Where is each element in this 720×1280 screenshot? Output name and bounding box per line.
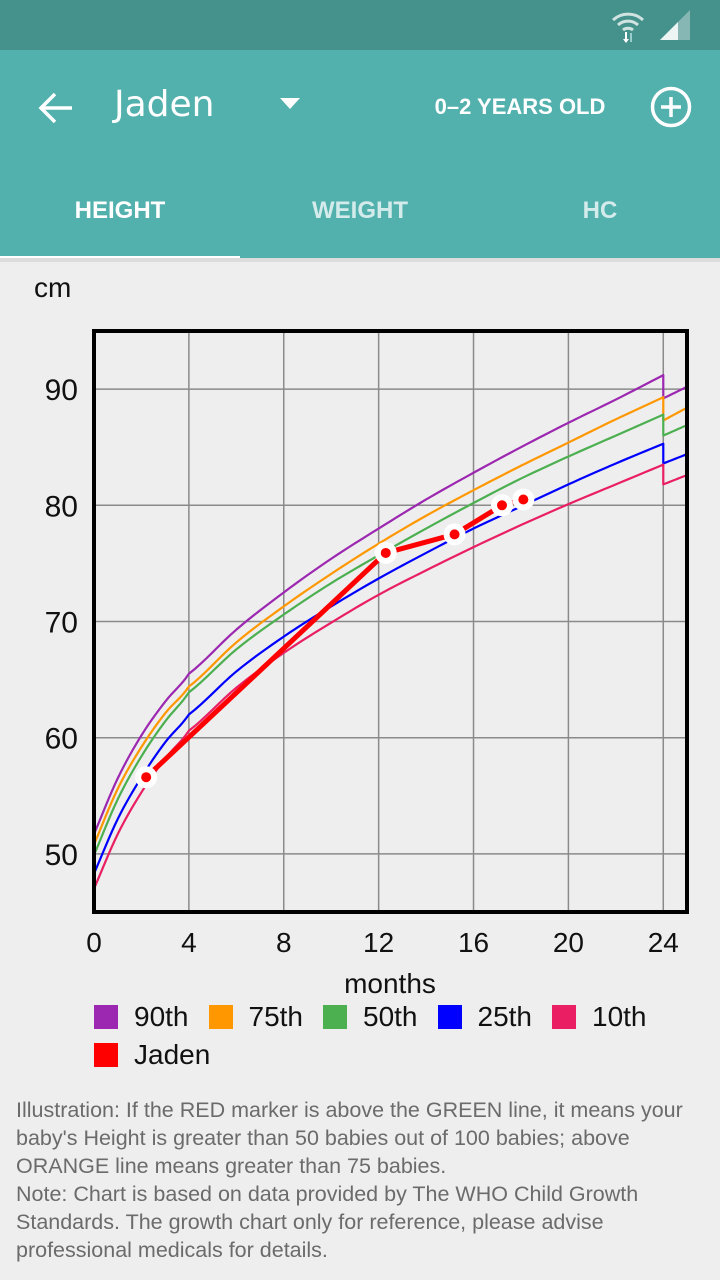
x-tick-label: 24 — [648, 927, 679, 958]
child-name-title[interactable]: Jaden — [114, 84, 215, 125]
legend-swatch — [437, 1005, 462, 1029]
data-point[interactable] — [518, 494, 529, 505]
y-tick-label: 70 — [45, 607, 78, 640]
legend-item: Jaden — [94, 1039, 211, 1070]
legend-label: 10th — [592, 1001, 647, 1032]
tab-weight[interactable]: WEIGHT — [312, 197, 408, 224]
x-tick-label: 12 — [363, 927, 394, 958]
x-tick-label: 8 — [276, 927, 292, 958]
legend-label: 75th — [248, 1001, 304, 1032]
arrow-left-icon[interactable] — [36, 88, 76, 128]
data-point[interactable] — [141, 772, 152, 783]
illustration-text: Illustration: If the RED marker is above… — [16, 1098, 683, 1178]
legend-swatch — [552, 1005, 576, 1029]
caret-down-icon[interactable] — [280, 98, 300, 109]
tab-hc[interactable]: HC — [582, 197, 618, 224]
legend-swatch — [94, 1043, 118, 1067]
legend-label: 50th — [363, 1001, 418, 1032]
y-tick-label: 90 — [45, 374, 78, 407]
add-circle-icon[interactable] — [650, 86, 692, 128]
data-point[interactable] — [496, 500, 507, 511]
y-tick-label: 50 — [45, 839, 78, 872]
data-point[interactable] — [380, 547, 391, 558]
legend-swatch — [208, 1005, 233, 1029]
series-line-jaden — [144, 497, 524, 780]
series-line-50th — [94, 413, 687, 856]
signal-icon — [660, 10, 690, 40]
data-point[interactable] — [449, 529, 460, 540]
chart-note: Illustration: If the RED marker is above… — [16, 1096, 716, 1264]
disclaimer-text: Note: Chart is based on data provided by… — [16, 1182, 639, 1262]
legend-label: 90th — [134, 1001, 189, 1032]
y-tick-label: 80 — [45, 490, 78, 523]
legend-label: Jaden — [134, 1039, 211, 1070]
legend-swatch — [323, 1005, 347, 1029]
legend-item: 75th — [208, 1001, 304, 1032]
series-line-90th — [94, 374, 687, 835]
growth-chart: 0 4 8 12 16 20 24 50 60 70 80 90 months — [45, 329, 689, 999]
legend-item: 10th — [552, 1001, 647, 1032]
status-bar — [0, 0, 720, 50]
series-line-25th — [94, 442, 687, 875]
appbar-shadow — [0, 258, 720, 262]
chart-legend: 90th 75th 50th 25th 10th Jaden — [94, 1001, 704, 1070]
x-axis-label: months — [344, 968, 436, 999]
age-range-button[interactable]: 0–2 YEARS OLD — [434, 94, 606, 119]
legend-item: 25th — [437, 1001, 533, 1032]
x-tick-label: 4 — [181, 927, 197, 958]
y-axis-unit: cm — [34, 272, 72, 303]
x-tick-label: 20 — [553, 927, 584, 958]
legend-swatch — [94, 1005, 118, 1029]
legend-item: 50th — [323, 1001, 418, 1032]
x-tick-label: 0 — [86, 927, 102, 958]
series-line-75th — [94, 396, 687, 846]
x-tick-label: 16 — [458, 927, 489, 958]
chart-frame — [92, 329, 689, 914]
legend-item: 90th — [94, 1001, 189, 1032]
legend-label: 25th — [477, 1001, 533, 1032]
wifi-icon — [611, 12, 645, 43]
app-bar: Jaden 0–2 YEARS OLD HEIGHT WEIGHT HC — [0, 50, 720, 260]
series-line-10th — [94, 463, 687, 890]
y-tick-label: 60 — [45, 723, 78, 756]
